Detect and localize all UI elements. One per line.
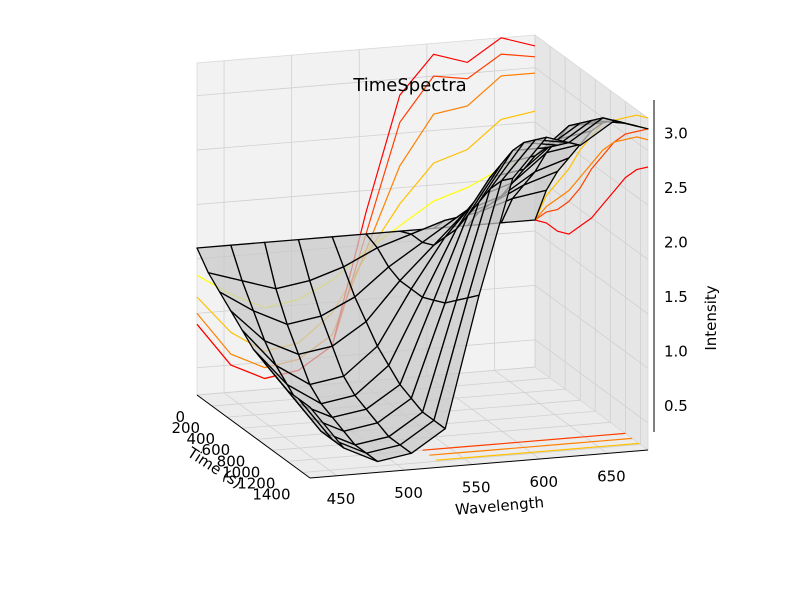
y-tick-label: 800 <box>217 452 246 470</box>
z-tick-label: 1.0 <box>664 342 688 360</box>
y-tick-label: 1200 <box>237 474 275 492</box>
tick-labels: 450 500 550 600 6500200400600800100012001400… <box>171 125 687 508</box>
x-axis-line <box>309 449 649 479</box>
y-axis-line <box>196 394 311 479</box>
side-wall-contour <box>534 166 649 235</box>
side-wall-contour <box>534 128 649 221</box>
y-tick-label: 400 <box>186 430 215 448</box>
grid-line <box>494 370 608 454</box>
grid-line <box>302 444 641 473</box>
x-tick-label: 600 <box>529 473 558 491</box>
floor-contour <box>429 437 633 456</box>
grid-line <box>534 339 649 424</box>
floor-contour <box>436 442 640 461</box>
chart-title: TimeSpectra <box>352 75 466 96</box>
grid-line <box>196 121 536 151</box>
floor-contour <box>422 432 626 451</box>
grid-line <box>534 285 649 369</box>
surface-quad <box>298 398 345 449</box>
side-wall-contour <box>534 136 649 221</box>
grid-line <box>272 421 611 451</box>
x-tick-label: 500 <box>394 484 423 502</box>
z-axis-label: Intensity <box>702 285 720 350</box>
x-tick-label: 650 <box>597 467 626 485</box>
z-tick-label: 2.0 <box>664 234 688 252</box>
x-tick-label: 550 <box>462 479 491 497</box>
y-tick-label: 0 <box>175 408 185 426</box>
z-tick-label: 0.5 <box>664 397 688 415</box>
y-tick-label: 200 <box>171 419 200 437</box>
grid-line <box>534 230 649 315</box>
y-tick-label: 1400 <box>252 486 290 504</box>
z-tick-label: 2.5 <box>664 179 688 197</box>
grid-line <box>534 67 649 151</box>
grid-line <box>223 392 338 477</box>
x-axis-label: Wavelength <box>454 493 544 519</box>
back-wall-contour <box>196 37 536 380</box>
z-tick-label: 1.5 <box>664 288 688 306</box>
z-tick-label: 3.0 <box>664 125 688 143</box>
surface <box>196 117 649 463</box>
x-tick-label: 450 <box>327 490 356 508</box>
y-tick-label: 1000 <box>222 463 260 481</box>
y-tick-label: 600 <box>202 441 231 459</box>
grid-line <box>196 67 536 97</box>
axes <box>196 100 655 479</box>
